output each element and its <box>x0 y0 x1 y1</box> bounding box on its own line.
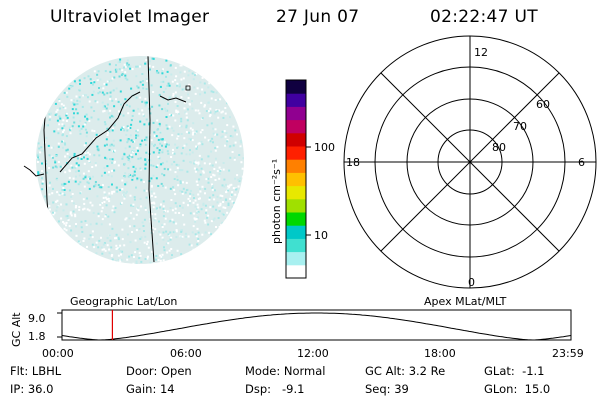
colorbar-label-10: 10 <box>314 229 328 242</box>
mlt-label-18: 18 <box>346 156 360 169</box>
status-door: Door: Open <box>126 364 192 378</box>
x-tick-label-1200: 12:00 <box>297 347 329 360</box>
status-gain-value: 14 <box>159 382 175 396</box>
coastline-island <box>185 85 191 91</box>
x-tick-label-2359: 23:59 <box>552 347 584 360</box>
altitude-curve <box>62 312 571 340</box>
status-dsp-value: -9.1 <box>282 382 305 396</box>
meridian-line-right <box>147 56 155 263</box>
colorbar-stripe <box>286 198 306 213</box>
colorbar-stripe <box>286 264 306 279</box>
y-tick-label-1-8: 1.8 <box>28 330 46 343</box>
colorbar-stripe <box>286 80 306 94</box>
instrument-title: Ultraviolet Imager <box>50 7 210 27</box>
coastline-fragment <box>159 95 187 103</box>
colorbar-label-100: 100 <box>314 141 335 154</box>
altitude-plot <box>57 309 572 341</box>
status-seq-label: Seq: <box>365 382 391 396</box>
mlat-label-70: 70 <box>513 120 527 133</box>
x-tick-label-0000: 00:00 <box>42 347 74 360</box>
status-ip: IP: 36.0 <box>10 382 53 396</box>
status-flt: Flt: LBHL <box>10 364 61 378</box>
plot-title-left: Geographic Lat/Lon <box>70 295 178 308</box>
colorbar-stripe <box>286 212 306 226</box>
status-ip-value: 36.0 <box>27 382 54 396</box>
mlt-label-6: 6 <box>578 156 585 169</box>
colorbar-stripe <box>286 238 306 253</box>
status-mode-label: Mode: <box>245 364 281 378</box>
polar-diagonal-2 <box>380 72 560 252</box>
status-mode: Mode: Normal <box>245 364 325 378</box>
color-bar <box>285 79 311 279</box>
status-glon-label: GLon: <box>484 382 518 396</box>
status-dsp-label: Dsp: <box>245 382 272 396</box>
status-flt-label: Flt: <box>10 364 29 378</box>
altitude-ylabel: GC Alt <box>10 312 23 347</box>
mlat-label-80: 80 <box>492 141 506 154</box>
colorbar-stripe <box>286 225 306 239</box>
coastline-path <box>59 91 141 173</box>
status-seq: Seq: 39 <box>365 382 409 396</box>
status-glon-value: 15.0 <box>524 382 551 396</box>
y-tick-label-9: 9.0 <box>28 312 46 325</box>
colorbar-stripe <box>286 251 306 266</box>
status-gc-alt-value: 3.2 Re <box>408 364 446 378</box>
status-gc-alt: GC Alt: 3.2 Re <box>365 364 445 378</box>
colorbar-stripe <box>286 146 306 160</box>
colorbar-stripe <box>286 172 306 187</box>
plot-title-right: Apex MLat/MLT <box>424 295 507 308</box>
colorbar-stripe <box>286 132 306 147</box>
status-gain: Gain: 14 <box>126 382 175 396</box>
polar-grid <box>343 35 597 289</box>
mlt-label-0: 0 <box>468 276 475 289</box>
status-gc-alt-label: GC Alt: <box>365 364 406 378</box>
status-gain-label: Gain: <box>126 382 157 396</box>
colorbar-stripe <box>286 106 306 121</box>
colorbar-stripe <box>286 159 306 173</box>
status-flt-value: LBHL <box>31 364 62 378</box>
status-glat: GLat: -1.1 <box>484 364 545 378</box>
status-mode-value: Normal <box>283 364 326 378</box>
mlt-label-12: 12 <box>474 46 488 59</box>
status-door-label: Door: <box>126 364 158 378</box>
time-label: 02:22:47 UT <box>430 7 538 27</box>
status-door-value: Open <box>160 364 192 378</box>
status-ip-label: IP: <box>10 382 25 396</box>
status-glat-value: -1.1 <box>522 364 545 378</box>
colorbar-stripe <box>286 93 306 107</box>
x-tick-label-1800: 18:00 <box>424 347 456 360</box>
status-glon: GLon: 15.0 <box>484 382 550 396</box>
status-glat-label: GLat: <box>484 364 515 378</box>
colorbar-stripe <box>286 119 306 134</box>
mlat-label-60: 60 <box>536 98 550 111</box>
altitude-plot-frame <box>61 309 572 341</box>
uv-image-disk <box>23 56 244 264</box>
colorbar-unit-label: photon cm⁻²s⁻¹ <box>270 158 283 244</box>
coastline-outside <box>23 165 45 177</box>
colorbar-stripe <box>286 185 306 200</box>
status-dsp: Dsp: -9.1 <box>245 382 304 396</box>
x-tick-label-0600: 06:00 <box>170 347 202 360</box>
status-seq-value: 39 <box>394 382 409 396</box>
date-label: 27 Jun 07 <box>276 7 360 27</box>
